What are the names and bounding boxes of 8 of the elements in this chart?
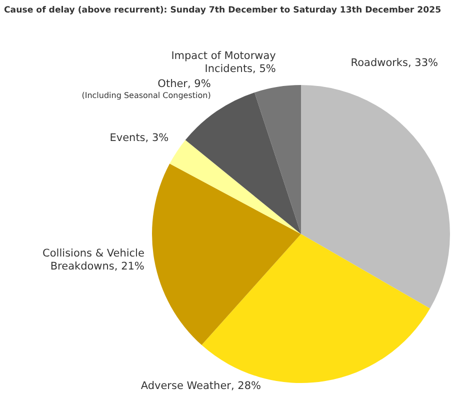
slice-label: Other, 9%: [158, 78, 211, 90]
slice-label: Impact of Motorway Incidents, 5%: [171, 50, 276, 75]
chart-title: Cause of delay (above recurrent): Sunday 7th December to Saturday 13th December 2025: [4, 6, 442, 16]
slice-label: Events, 3%: [110, 132, 169, 144]
slice-label: Collisions & Vehicle Breakdowns, 21%: [42, 248, 144, 273]
slice-label: Roadworks, 33%: [350, 56, 438, 69]
text: (Including Seasonal Congestion): [82, 91, 211, 100]
slice-label: Adverse Weather, 28%: [140, 380, 262, 392]
